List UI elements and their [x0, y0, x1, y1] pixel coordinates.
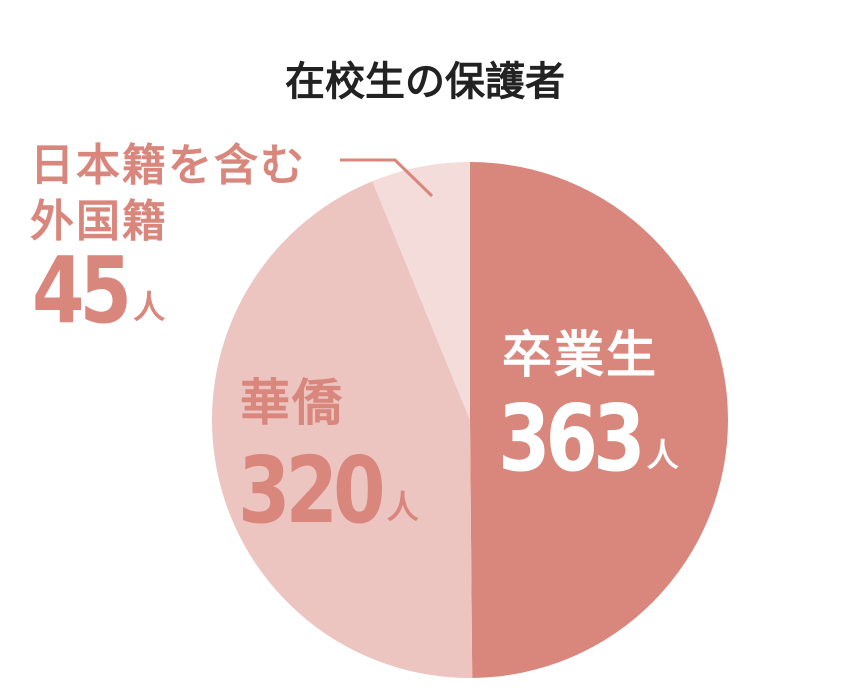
- value-label: 363: [498, 385, 641, 492]
- value-label: 45: [32, 237, 127, 344]
- unit-label: 人: [647, 436, 679, 474]
- pie-slice: [470, 162, 729, 678]
- pie-slice: [372, 162, 470, 420]
- value-label: 320: [238, 437, 382, 544]
- pie-slice: [211, 181, 473, 679]
- category-label: 華僑: [240, 374, 344, 432]
- chart-title: 在校生の保護者: [285, 59, 565, 105]
- unit-label: 人: [133, 288, 165, 326]
- category-label: 日本籍を含む外国籍: [30, 140, 306, 247]
- leader-line: [340, 158, 434, 198]
- category-label: 卒業生: [502, 326, 658, 384]
- unit-label: 人: [387, 488, 419, 526]
